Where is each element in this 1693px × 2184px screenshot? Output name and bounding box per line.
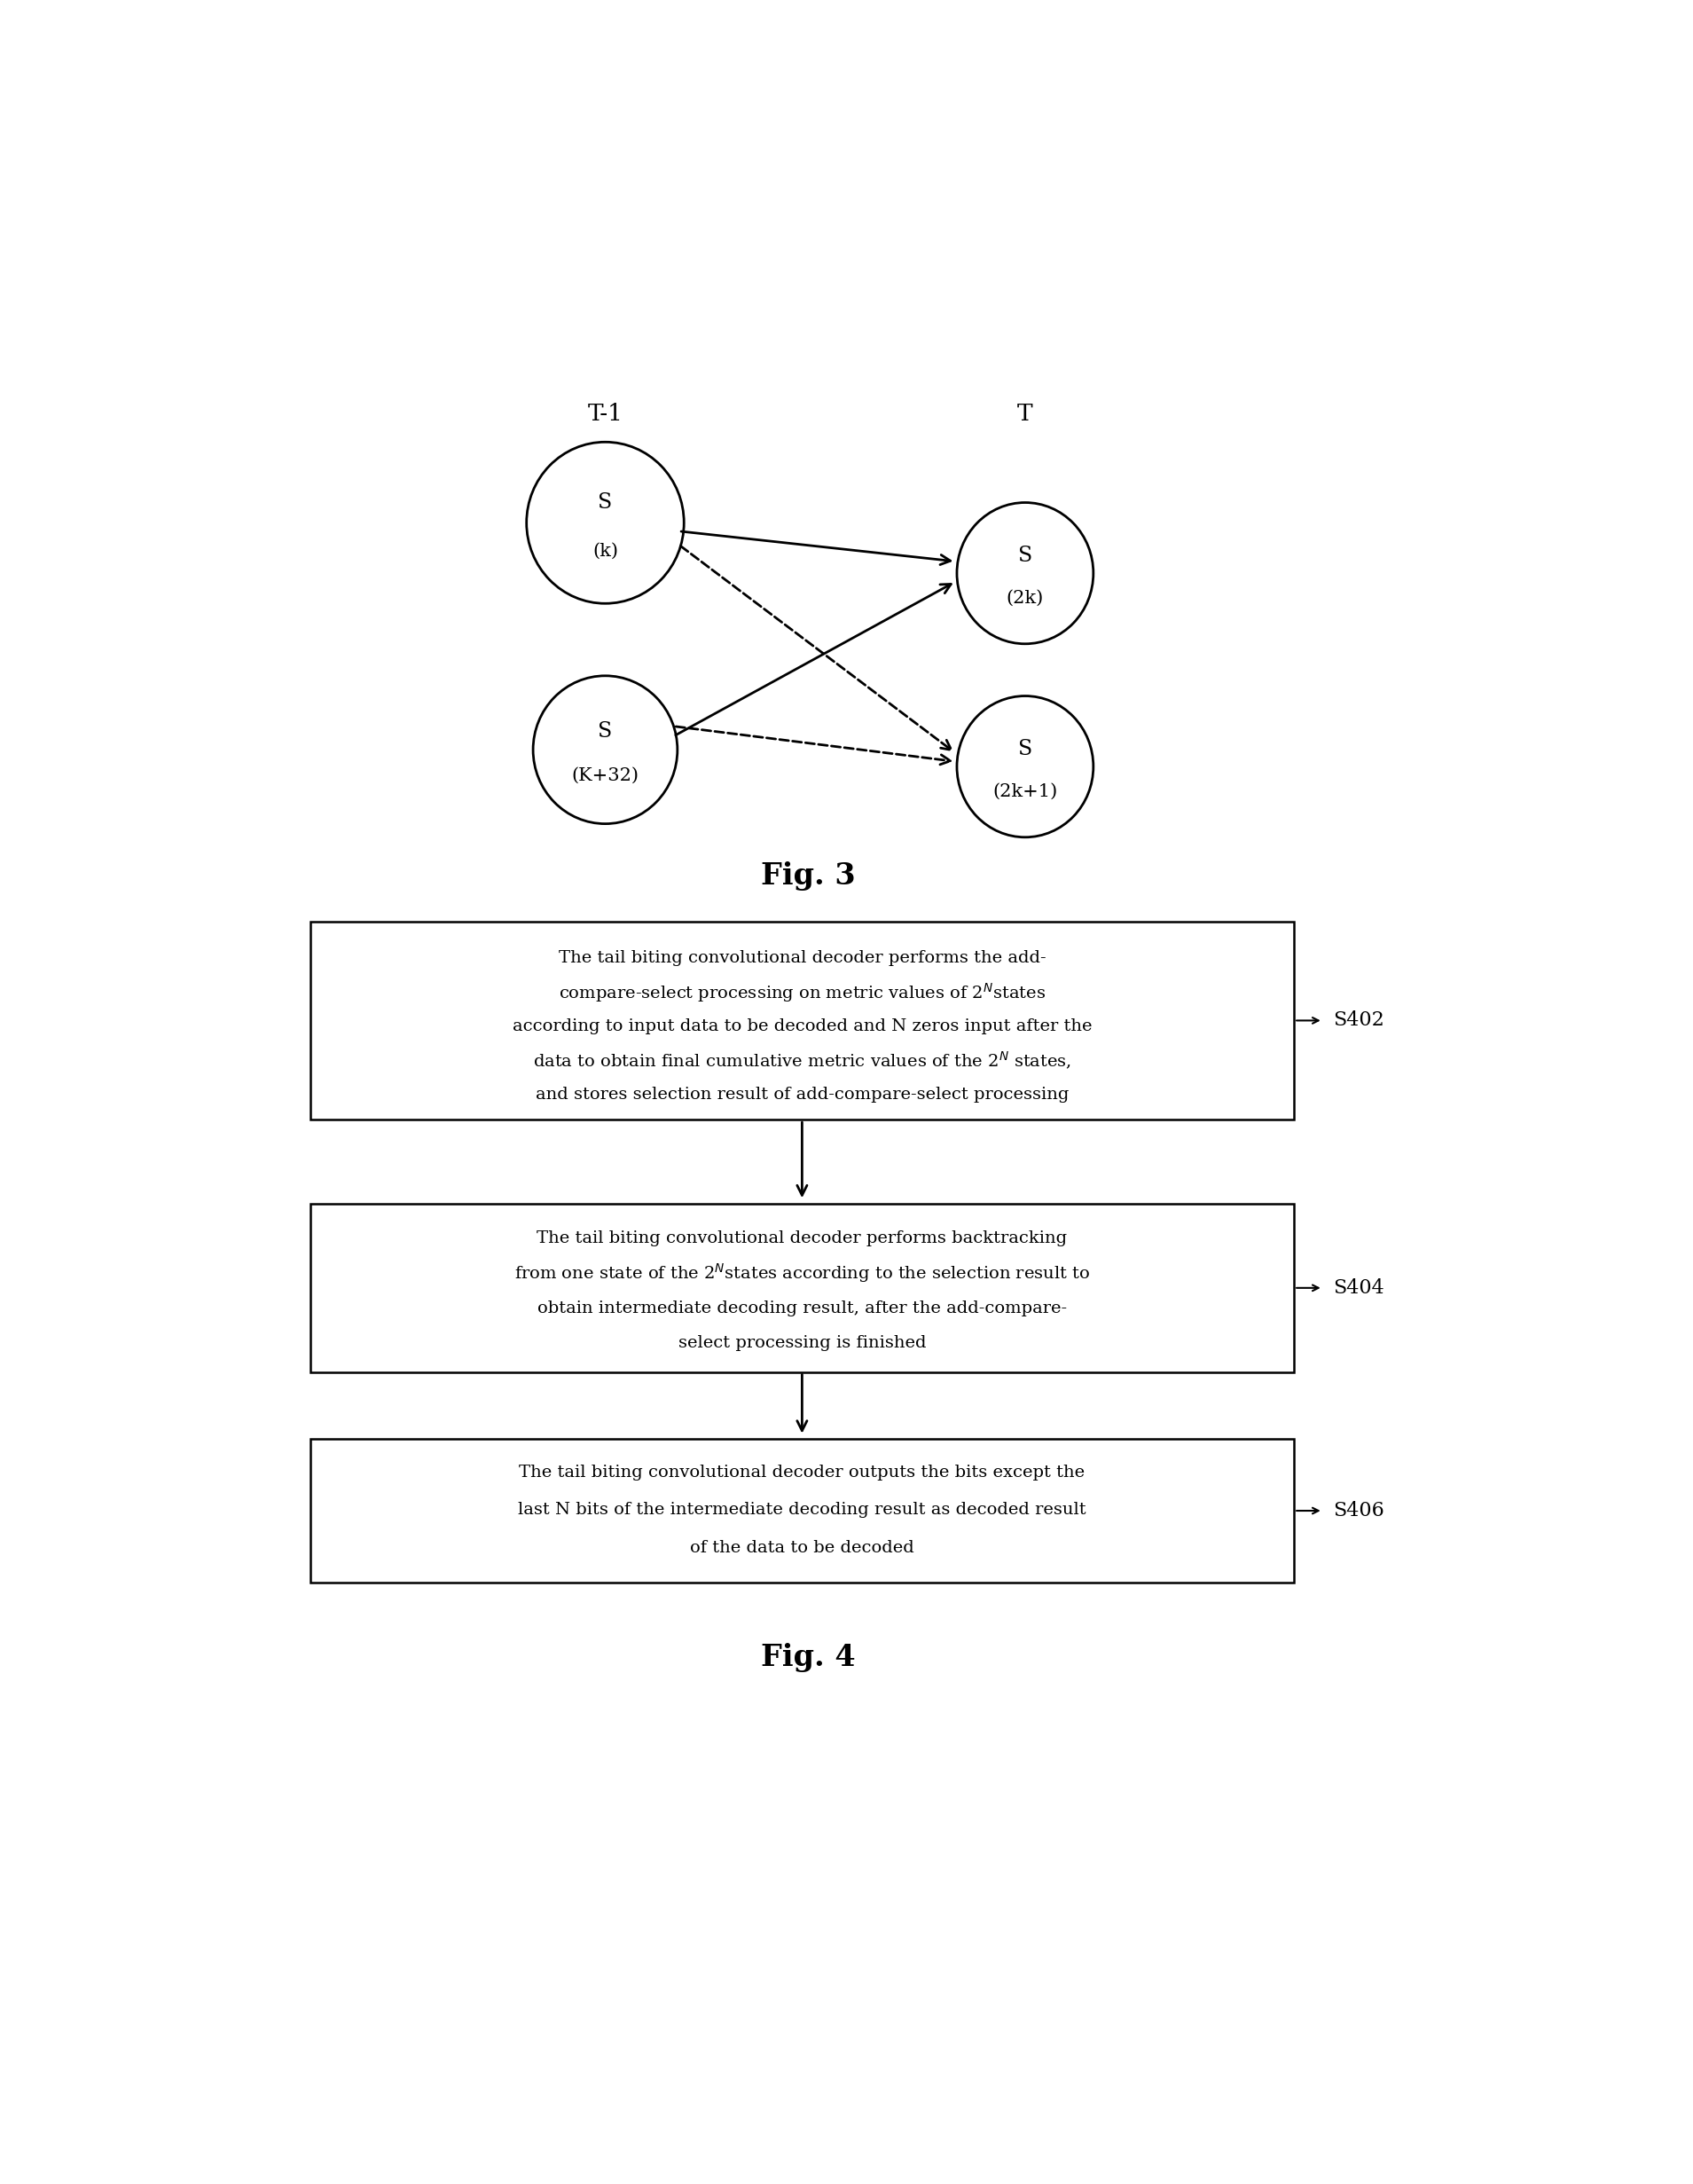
Text: The tail biting convolutional decoder outputs the bits except the: The tail biting convolutional decoder ou… — [520, 1465, 1085, 1481]
Text: S: S — [598, 491, 613, 513]
Text: The tail biting convolutional decoder performs the add-: The tail biting convolutional decoder pe… — [559, 950, 1046, 965]
Text: of the data to be decoded: of the data to be decoded — [691, 1540, 914, 1555]
Text: The tail biting convolutional decoder performs backtracking: The tail biting convolutional decoder pe… — [537, 1230, 1067, 1247]
Text: according to input data to be decoded and N zeros input after the: according to input data to be decoded an… — [513, 1018, 1092, 1035]
Text: Fig. 3: Fig. 3 — [762, 860, 857, 891]
Text: (k): (k) — [593, 542, 618, 559]
Text: from one state of the 2$^N$states according to the selection result to: from one state of the 2$^N$states accord… — [515, 1262, 1090, 1284]
Text: (2k+1): (2k+1) — [992, 782, 1058, 799]
FancyBboxPatch shape — [310, 922, 1293, 1120]
Text: T: T — [1017, 402, 1033, 424]
Text: S: S — [598, 721, 613, 743]
Text: obtain intermediate decoding result, after the add-compare-: obtain intermediate decoding result, aft… — [537, 1299, 1067, 1317]
Text: (K+32): (K+32) — [572, 767, 638, 784]
Text: (2k): (2k) — [1006, 590, 1045, 607]
Text: last N bits of the intermediate decoding result as decoded result: last N bits of the intermediate decoding… — [518, 1503, 1087, 1518]
Text: S: S — [1017, 738, 1033, 760]
Text: and stores selection result of add-compare-select processing: and stores selection result of add-compa… — [535, 1088, 1068, 1103]
FancyBboxPatch shape — [310, 1203, 1293, 1372]
Text: S406: S406 — [1334, 1500, 1385, 1520]
Text: T-1: T-1 — [587, 402, 623, 424]
Text: S404: S404 — [1334, 1278, 1385, 1297]
Text: S402: S402 — [1334, 1011, 1385, 1031]
Text: Fig. 4: Fig. 4 — [762, 1642, 857, 1673]
FancyBboxPatch shape — [310, 1439, 1293, 1581]
Text: compare-select processing on metric values of 2$^N$states: compare-select processing on metric valu… — [559, 981, 1046, 1005]
Text: S: S — [1017, 546, 1033, 566]
Text: select processing is finished: select processing is finished — [679, 1334, 926, 1352]
Text: data to obtain final cumulative metric values of the 2$^N$ states,: data to obtain final cumulative metric v… — [533, 1051, 1072, 1072]
